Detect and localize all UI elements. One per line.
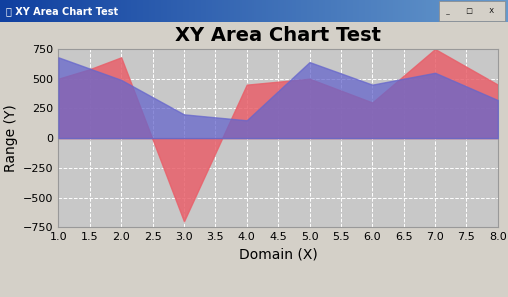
Bar [439,1,505,21]
X-axis label: Domain (X): Domain (X) [239,248,318,262]
Text: _: _ [444,8,452,14]
Y-axis label: Range (Y): Range (Y) [4,104,17,172]
Text: 🔥 XY Area Chart Test: 🔥 XY Area Chart Test [6,6,118,16]
Text: X: X [487,8,496,14]
Title: XY Area Chart Test: XY Area Chart Test [175,26,381,45]
Text: □: □ [464,8,475,14]
